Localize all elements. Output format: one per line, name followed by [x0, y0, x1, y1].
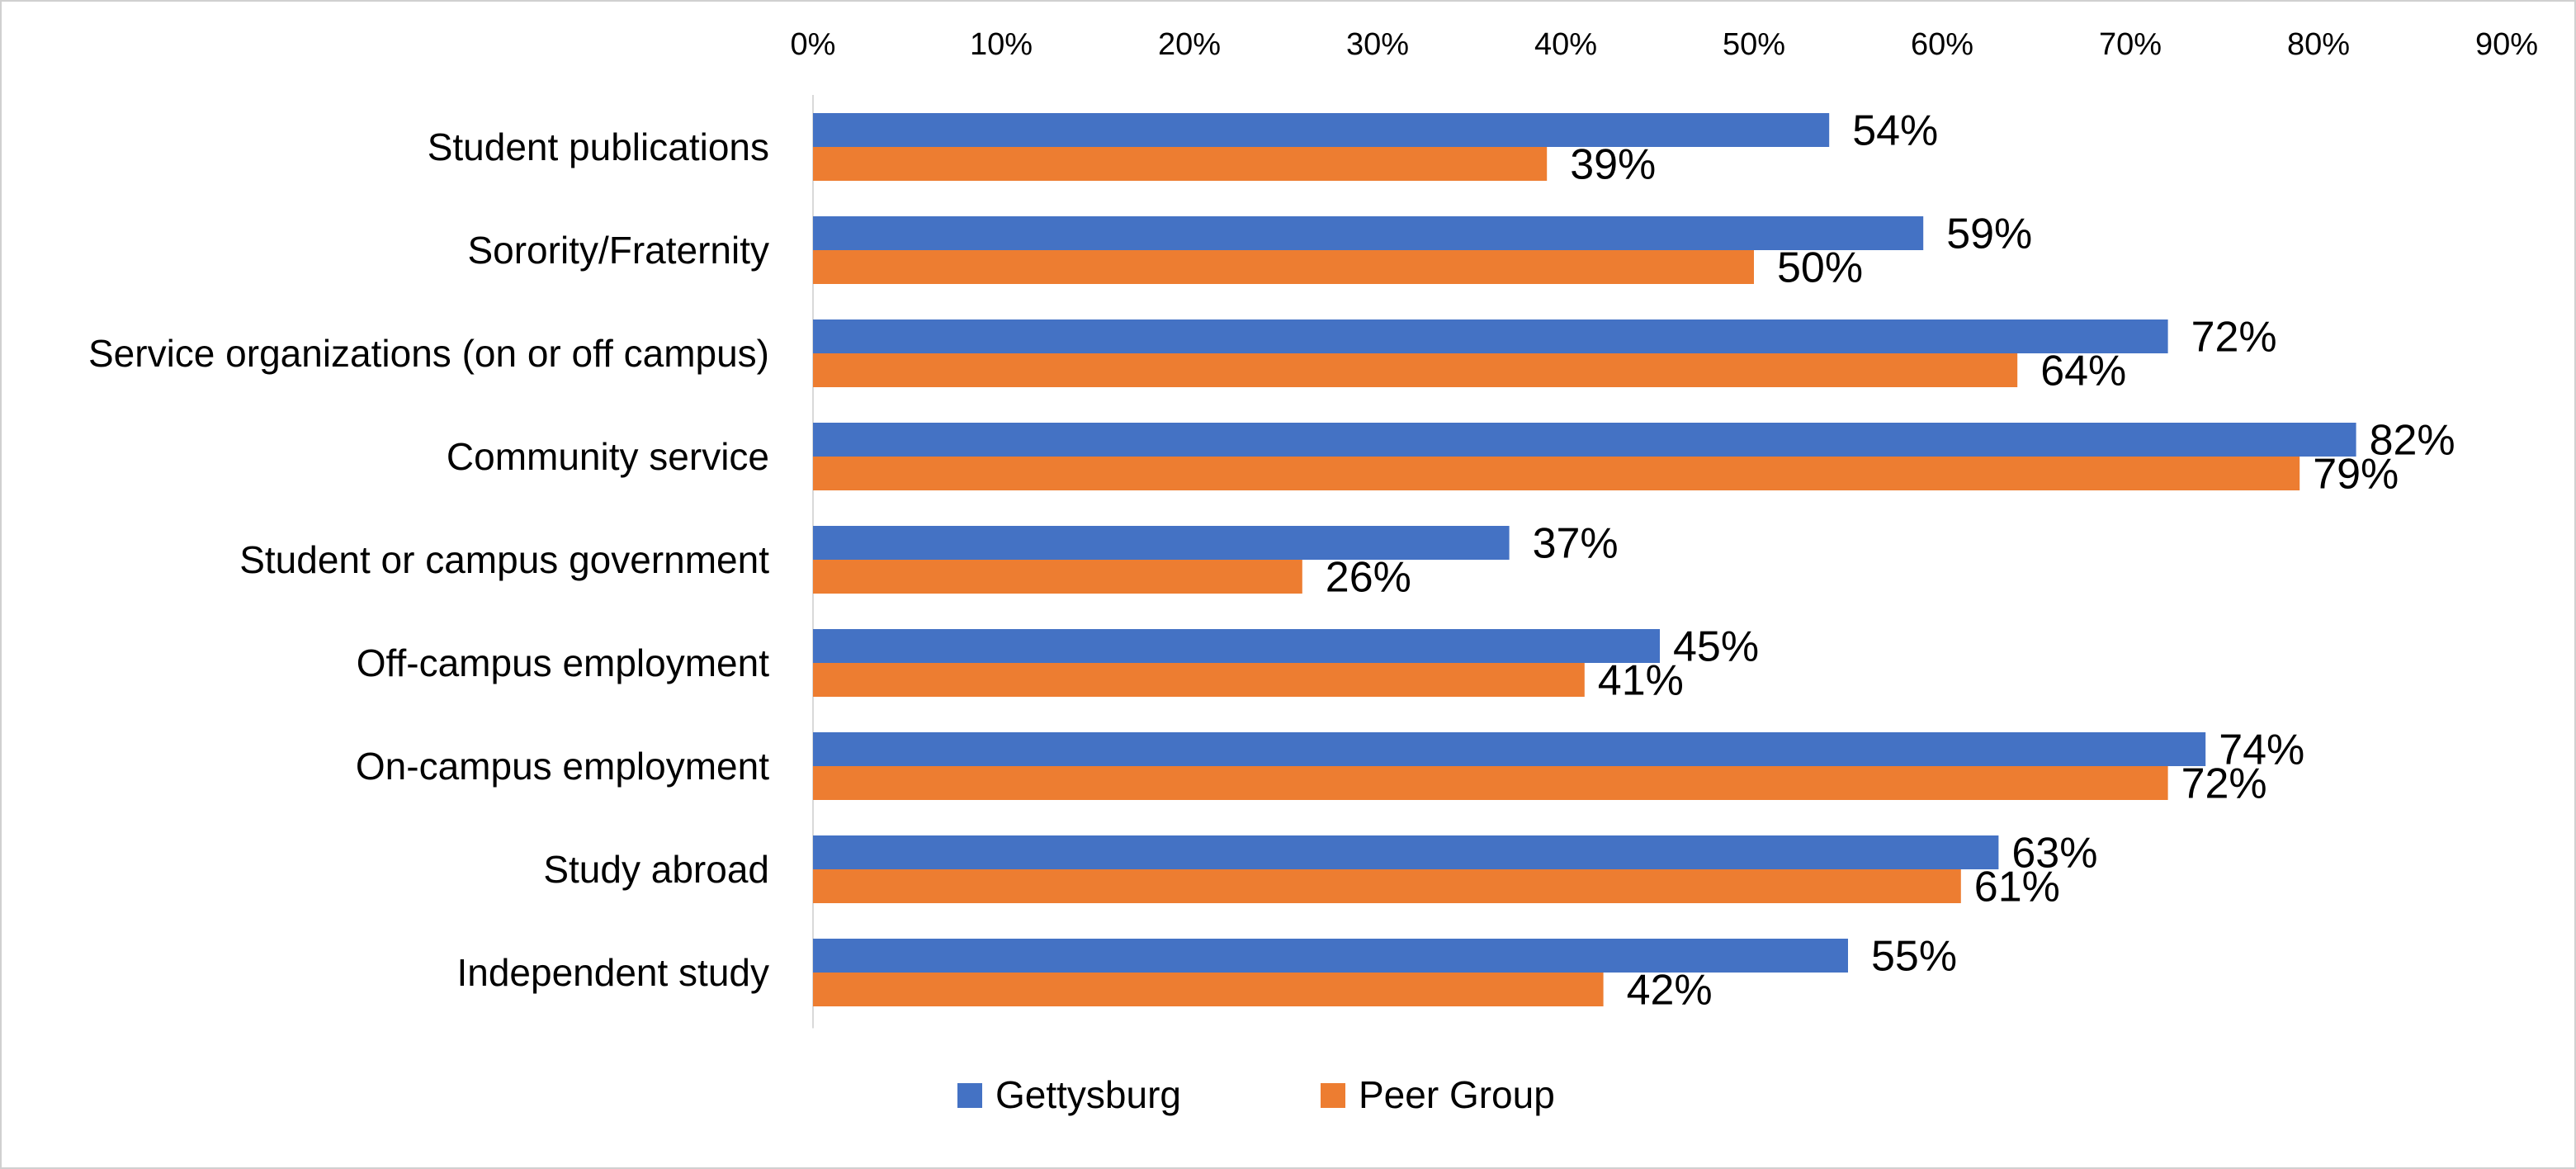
- legend-swatch: [1321, 1083, 1345, 1108]
- category-label: Study abroad: [543, 848, 769, 891]
- category-label: Sorority/Fraternity: [467, 229, 769, 272]
- x-tick-label: 20%: [1158, 27, 1221, 62]
- data-label-peer-group: 61%: [1974, 864, 2060, 911]
- data-label-peer-group: 64%: [2040, 348, 2126, 395]
- bar-gettysburg: [813, 319, 2168, 353]
- category-label: Off-campus employment: [357, 641, 769, 684]
- category-label: On-campus employment: [356, 745, 769, 788]
- bar-peer-group: [813, 147, 1548, 181]
- x-tick-label: 60%: [1911, 27, 1973, 62]
- data-label-gettysburg: 82%: [2370, 417, 2455, 465]
- category-label: Service organizations (on or off campus): [88, 332, 769, 375]
- category-label: Community service: [447, 435, 769, 478]
- x-tick-label: 80%: [2287, 27, 2350, 62]
- data-label-peer-group: 79%: [2313, 451, 2399, 499]
- bar-peer-group: [813, 766, 2168, 800]
- data-label-gettysburg: 74%: [2219, 726, 2304, 774]
- bar-peer-group: [813, 869, 1961, 903]
- bar-gettysburg: [813, 629, 1660, 663]
- data-label-peer-group: 50%: [1777, 244, 1863, 292]
- bar-gettysburg: [813, 526, 1510, 560]
- bar-peer-group: [813, 663, 1585, 697]
- legend-item-peer-group: Peer Group: [1321, 1073, 1555, 1116]
- bar-peer-group: [813, 250, 1754, 284]
- bar-gettysburg: [813, 216, 1924, 250]
- data-label-peer-group: 39%: [1570, 141, 1656, 189]
- bars: [813, 113, 2356, 1006]
- data-label-gettysburg: 72%: [2191, 314, 2277, 362]
- legend-label: Gettysburg: [995, 1073, 1181, 1116]
- x-tick-label: 40%: [1534, 27, 1597, 62]
- category-label: Student publications: [428, 125, 769, 168]
- legend-swatch: [957, 1083, 982, 1108]
- data-label-gettysburg: 54%: [1852, 107, 1938, 155]
- data-label-gettysburg: 37%: [1533, 520, 1619, 568]
- category-label: Independent study: [456, 951, 769, 994]
- data-label-peer-group: 26%: [1326, 554, 1411, 602]
- bar-peer-group: [813, 353, 2018, 387]
- data-label-gettysburg: 59%: [1946, 211, 2032, 258]
- category-label: Student or campus government: [239, 538, 769, 581]
- legend-label: Peer Group: [1359, 1073, 1555, 1116]
- data-label-gettysburg: 63%: [2011, 830, 2097, 878]
- legend: Gettysburg Peer Group: [957, 1073, 1555, 1116]
- bar-peer-group: [813, 973, 1604, 1006]
- data-label-peer-group: 72%: [2181, 760, 2267, 808]
- data-label-peer-group: 41%: [1598, 657, 1684, 705]
- x-tick-label: 30%: [1346, 27, 1409, 62]
- bar-peer-group: [813, 560, 1302, 594]
- data-label-gettysburg: 55%: [1871, 933, 1957, 981]
- data-label-gettysburg: 45%: [1673, 623, 1759, 671]
- bar-gettysburg: [813, 732, 2206, 766]
- x-tick-label: 70%: [2099, 27, 2162, 62]
- x-tick-label: 50%: [1723, 27, 1785, 62]
- bar-gettysburg: [813, 939, 1848, 973]
- x-tick-label: 90%: [2475, 27, 2538, 62]
- bar-peer-group: [813, 457, 2300, 490]
- bar-gettysburg: [813, 113, 1830, 147]
- data-label-peer-group: 42%: [1627, 967, 1713, 1015]
- bar-gettysburg: [813, 835, 1999, 869]
- category-axis: Student publications Sorority/Fraternity S…: [88, 125, 769, 994]
- x-tick-label: 0%: [791, 27, 836, 62]
- legend-item-gettysburg: Gettysburg: [957, 1073, 1181, 1116]
- x-tick-label: 10%: [970, 27, 1033, 62]
- bar-gettysburg: [813, 423, 2356, 457]
- data-labels: 54%39%59%50%72%64%82%79%37%26%45%41%74%7…: [1326, 107, 2455, 1015]
- x-axis: 0% 10% 20% 30% 40% 50% 60% 70% 80% 90%: [791, 27, 2538, 1029]
